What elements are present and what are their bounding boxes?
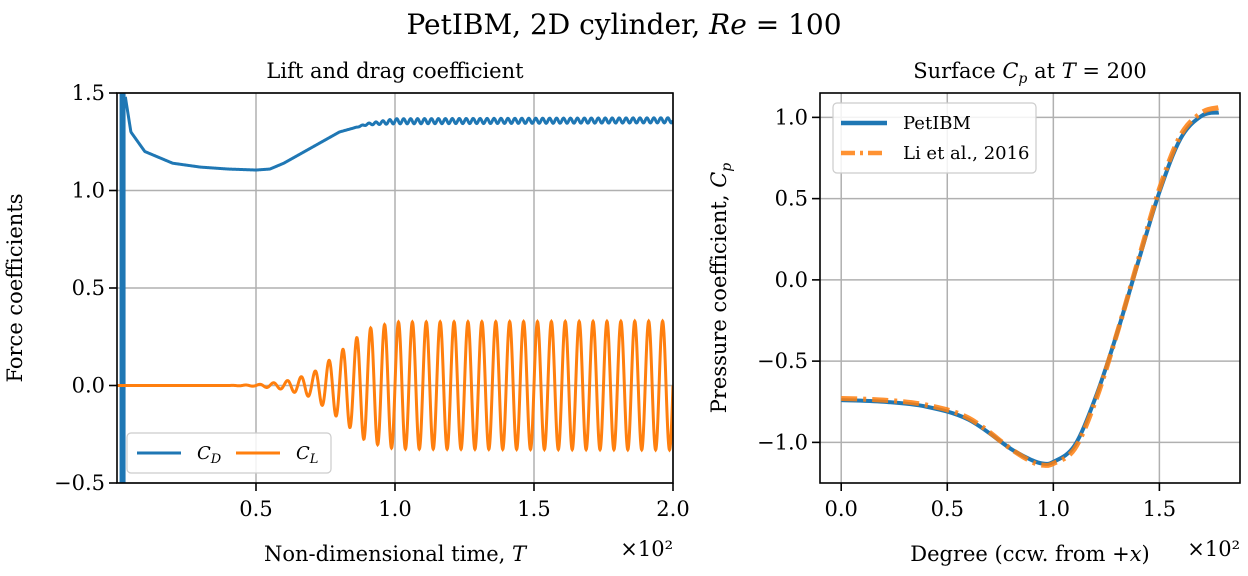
- pressure-panel: Surface Cp at T = 200 0.0 0.5 1.0 1.5 −1.0 −0…: [707, 59, 1241, 566]
- pressure-legend-box: [832, 102, 1037, 174]
- forces-x-tick-label: 2.0: [656, 497, 689, 521]
- pressure-x-tick-label: 1.0: [1037, 497, 1070, 521]
- forces-x-tick-label: 0.5: [239, 497, 272, 521]
- forces-legend: CD CL: [126, 432, 332, 474]
- pressure-x-tick-label: 1.5: [1143, 497, 1176, 521]
- forces-axes-frame: [116, 92, 674, 484]
- forces-legend-box: [126, 432, 332, 474]
- figure-suptitle: PetIBM, 2D cylinder, Re = 100: [406, 8, 841, 41]
- series-line-cl: [117, 318, 673, 453]
- forces-y-tick-label: 0.5: [72, 276, 105, 300]
- forces-ticks: 0.5 1.0 1.5 2.0 −0.5 0.0 0.5 1.0 1.5: [54, 81, 690, 521]
- forces-y-tick-label: 1.5: [72, 81, 105, 105]
- pressure-x-tick-label: 0.0: [825, 497, 858, 521]
- pressure-ylabel: Pressure coefficient, Cp: [707, 163, 735, 414]
- legend-label-cd: CD: [197, 443, 222, 467]
- forces-panel: Lift and drag coefficient 0.5 1.0 1.5 2.0 −0…: [3, 59, 690, 566]
- forces-x-tick-label: 1.0: [378, 497, 411, 521]
- series-cd-startup-spike: [119, 93, 126, 483]
- legend-label-li2016: Li et al., 2016: [903, 143, 1030, 164]
- pressure-ticks: 0.0 0.5 1.0 1.5 −1.0 −0.5 0.0 0.5 1.0: [757, 105, 1176, 521]
- series-line-cd: [123, 96, 673, 172]
- pressure-title: Surface Cp at T = 200: [913, 59, 1147, 87]
- forces-y-tick-label: −0.5: [54, 471, 105, 495]
- pressure-y-tick-label: 0.5: [775, 187, 808, 211]
- forces-x-tick-label: 1.5: [517, 497, 550, 521]
- series-line-petibm: [841, 110, 1220, 466]
- pressure-y-tick-label: −0.5: [757, 349, 808, 373]
- forces-xlabel: Non-dimensional time, T: [264, 542, 528, 566]
- forces-x-multiplier: ×10²: [620, 537, 673, 561]
- forces-title: Lift and drag coefficient: [266, 59, 524, 83]
- pressure-xlabel: Degree (ccw. from +x): [910, 542, 1150, 566]
- pressure-x-tick-label: 0.5: [931, 497, 964, 521]
- forces-y-tick-label: 1.0: [72, 179, 105, 203]
- forces-ylabel: Force coefficients: [3, 193, 27, 382]
- pressure-y-tick-label: 0.0: [775, 268, 808, 292]
- pressure-axes-frame: [819, 92, 1241, 484]
- legend-label-petibm: PetIBM: [903, 113, 971, 134]
- legend-label-cl: CL: [296, 443, 318, 467]
- pressure-y-tick-label: −1.0: [757, 430, 808, 454]
- forces-y-tick-label: 0.0: [72, 374, 105, 398]
- pressure-y-tick-label: 1.0: [775, 105, 808, 129]
- forces-plot-area: [117, 93, 673, 483]
- pressure-x-multiplier: ×10²: [1187, 537, 1240, 561]
- pressure-legend: PetIBM Li et al., 2016: [832, 102, 1037, 174]
